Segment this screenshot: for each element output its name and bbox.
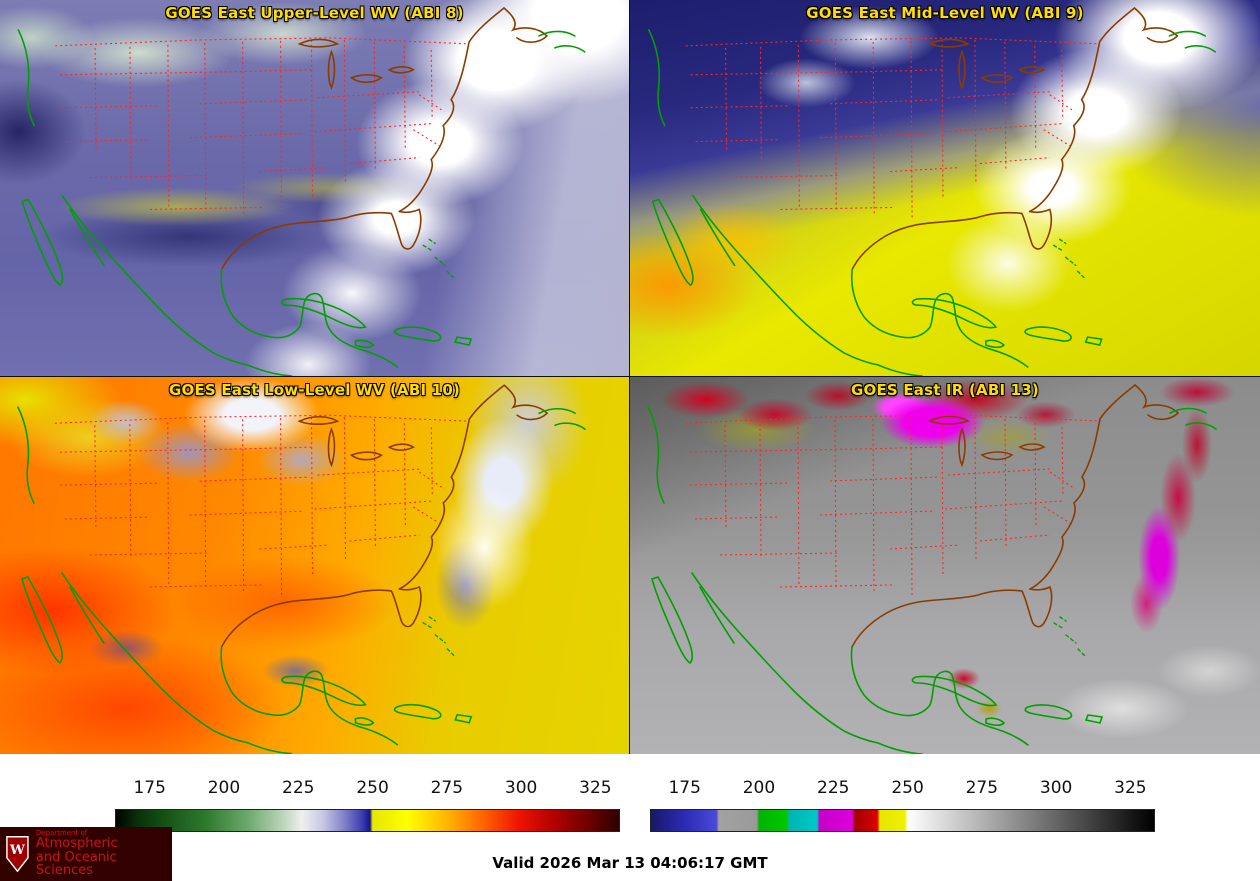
colorbar-tick: 250 xyxy=(891,778,924,798)
panel-ir: GOES East IR (ABI 13) xyxy=(630,377,1260,754)
panel-title-ir: GOES East IR (ABI 13) xyxy=(850,381,1039,399)
footer: 175 200 225 250 275 300 325 175 200 225 … xyxy=(0,754,1260,881)
colorbar-tick: 325 xyxy=(579,778,612,798)
panel-low-level-wv: GOES East Low-Level WV (ABI 10) xyxy=(0,377,630,754)
panel-mid-level-wv: GOES East Mid-Level WV (ABI 9) xyxy=(630,0,1260,377)
map-overlay xyxy=(647,384,1217,754)
colorbar-tick: 225 xyxy=(817,778,850,798)
logo-dept-line: Department of xyxy=(35,828,88,837)
colorbar-tick: 275 xyxy=(430,778,464,798)
map-overlay xyxy=(647,7,1217,376)
colorbar-wv-ticks: 175 200 225 250 275 300 325 xyxy=(115,778,620,800)
colorbar-tick: 325 xyxy=(1114,778,1147,798)
colorbar-wv-gradient xyxy=(115,809,620,832)
colorbar-tick: 300 xyxy=(1039,778,1073,798)
panel-upper-level-wv: GOES East Upper-Level WV (ABI 8) xyxy=(0,0,630,377)
colorbar-tick: 250 xyxy=(356,778,389,798)
crest-letter: W xyxy=(9,842,26,858)
colorbar-tick: 175 xyxy=(668,778,701,798)
aos-logo-text: Department of Atmospheric and Oceanic Sc… xyxy=(35,828,172,879)
valid-timestamp: Valid 2026 Mar 13 04:06:17 GMT xyxy=(492,854,768,872)
map-overlay xyxy=(17,384,586,754)
colorbar-tick: 275 xyxy=(965,778,999,798)
colorbar-wv: 175 200 225 250 275 300 325 xyxy=(115,778,620,832)
panel-title-mid-wv: GOES East Mid-Level WV (ABI 9) xyxy=(806,4,1084,22)
colorbar-ir: 175 200 225 250 275 300 325 xyxy=(650,778,1155,832)
logo-line-2: and Oceanic Sciences xyxy=(35,849,117,879)
satellite-grid: GOES East Upper-Level WV (ABI 8) GOES Ea… xyxy=(0,0,1260,754)
colorbar-tick: 225 xyxy=(282,778,315,798)
uw-crest-icon: W xyxy=(6,836,29,873)
map-overlay xyxy=(17,7,586,376)
colorbar-tick: 175 xyxy=(133,778,166,798)
panel-title-upper-wv: GOES East Upper-Level WV (ABI 8) xyxy=(165,4,464,22)
logo-line-1: Atmospheric xyxy=(35,836,118,852)
colorbar-tick: 300 xyxy=(504,778,538,798)
panel-title-low-wv: GOES East Low-Level WV (ABI 10) xyxy=(168,381,461,399)
colorbar-ir-gradient xyxy=(650,809,1155,832)
colorbar-tick: 200 xyxy=(207,778,241,798)
aos-logo: W Department of Atmospheric and Oceanic … xyxy=(0,827,172,881)
colorbar-tick: 200 xyxy=(742,778,776,798)
colorbar-ir-ticks: 175 200 225 250 275 300 325 xyxy=(650,778,1155,800)
